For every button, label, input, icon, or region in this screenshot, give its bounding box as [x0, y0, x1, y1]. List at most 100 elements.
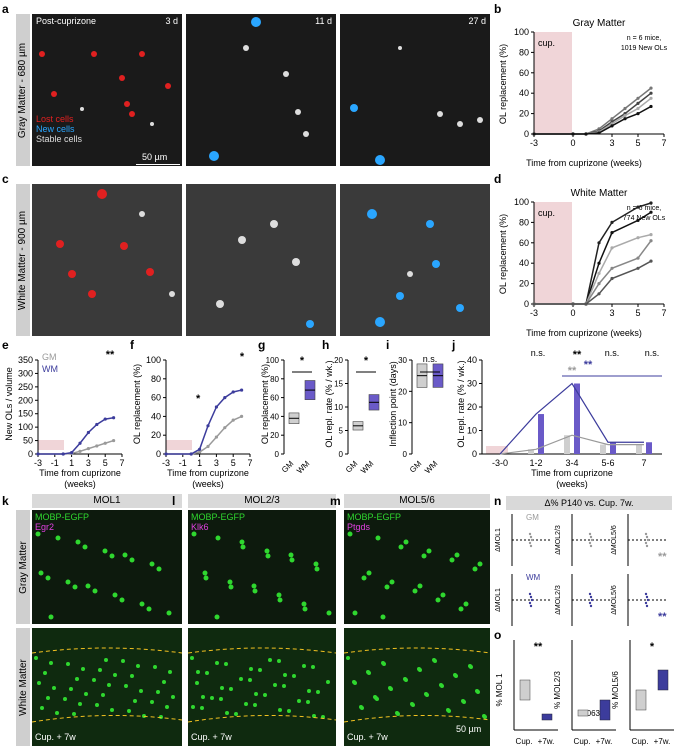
gfp-cell-wm	[359, 705, 363, 709]
chart-o-box-cup	[635, 689, 647, 711]
plot-e-xtick-label: 7	[119, 458, 124, 468]
gfp-cell	[289, 557, 295, 563]
chart-d-xlabel: Time from cuprizone (weeks)	[526, 328, 642, 338]
gfp-cell-wm	[432, 658, 436, 662]
gfp-cell-wm	[297, 699, 301, 703]
chart-n-sig-wm: **	[658, 611, 667, 623]
chart-j-ytick-label: 40	[467, 355, 477, 365]
plot-f-point	[189, 452, 193, 456]
gfp-cell-wm	[121, 659, 125, 663]
gfp-cell-wm	[410, 702, 414, 706]
gfp-cell-wm	[249, 667, 253, 671]
gfp-cell-wm	[373, 695, 377, 699]
plot-d-point	[597, 261, 601, 265]
chart-e-sig: **	[106, 349, 115, 361]
scalebar-label-klm: 50 µm	[456, 724, 482, 734]
gfp-cell-wm	[225, 711, 229, 715]
chart-i-ylabel: Inflection point (days)	[388, 361, 398, 447]
plot-f-point	[214, 405, 218, 409]
plot-b-point	[649, 86, 653, 90]
gfp-cell-wm	[268, 658, 272, 662]
plot-g-ytick-label: 60	[270, 394, 279, 403]
gfp-cell-wm	[124, 684, 128, 688]
chart-j-ytick-label: 0	[472, 449, 477, 459]
chart-j-series-line	[499, 434, 644, 455]
chart-j-cat-label: 7	[641, 458, 646, 468]
plot-f-point	[240, 414, 244, 418]
chart-n-point	[588, 601, 592, 605]
gfp-cell-wm	[107, 683, 111, 687]
cells-a2	[209, 17, 309, 161]
marker-k1: MOBP-EGFP	[35, 512, 90, 522]
plot-d-point	[610, 276, 614, 281]
gfp-cell	[314, 566, 320, 572]
chart-e-ylabel: New OLs / volume	[4, 367, 14, 441]
scalebar-label-a: 50 µm	[142, 152, 168, 162]
side-label-wm-text: White Matter - 900 µm	[17, 210, 29, 310]
gfp-cell	[146, 606, 152, 612]
plot-i-ytick-label: 0	[403, 450, 408, 459]
plot-b-xtick-label: 3	[609, 138, 614, 148]
gfp-cell	[48, 614, 54, 620]
gfp-cell-wm	[43, 671, 47, 675]
gfp-cell	[458, 606, 464, 612]
gfp-cell	[149, 561, 155, 567]
chart-n-point	[528, 592, 532, 596]
plot-e-point	[61, 452, 65, 456]
chart-j-xlabel2: (weeks)	[556, 479, 588, 489]
plot-b-point	[623, 114, 627, 118]
chart-e: New OLs / volume Time from cuprizone (we…	[4, 349, 125, 489]
gfp-cell	[215, 535, 221, 541]
chart-j-ytick-label: 20	[467, 402, 477, 412]
gfp-cell-wm	[366, 670, 370, 674]
plot-g-ytick-label: 80	[270, 375, 279, 384]
plot-e-point	[95, 422, 99, 427]
panel-label-g: g	[258, 338, 266, 352]
chart-j-ylabel: OL repl. rate (% / wk.)	[456, 360, 466, 447]
header-mol1: MOL1	[32, 494, 182, 508]
gfp-cell-wm	[244, 702, 248, 706]
plot-b-point	[532, 132, 536, 136]
plot-f-point	[231, 418, 235, 422]
gfp-cell-wm	[253, 703, 257, 707]
plot-f-point	[206, 424, 210, 428]
plot-d-point	[571, 302, 575, 306]
plot-e-ytick-label: 50	[23, 436, 33, 446]
chart-n-y2b: ΔMOL2/3	[555, 585, 562, 615]
chart-n-point	[529, 535, 533, 539]
plot-f-ytick-label: 60	[151, 393, 161, 403]
side-label-k-gm-text: Gray Matter	[17, 540, 29, 594]
side-label-wm: White Matter - 900 µm	[16, 184, 30, 336]
micrograph-l-gm: MOBP-EGFP Klk6	[188, 510, 336, 624]
plot-d-point	[636, 218, 640, 222]
gfp-cell	[102, 548, 108, 554]
plot-g-ytick-label: 0	[275, 450, 280, 459]
chart-o-x3a: Cup.	[632, 737, 649, 746]
gfp-cell-wm	[66, 662, 70, 666]
chart-n-point	[528, 601, 532, 605]
plot-g-ytick-label: 40	[270, 412, 279, 421]
gfp-cell	[112, 592, 118, 598]
chart-i: Inflection point (days) n.s. 0 10 20 30 GM WM	[388, 354, 444, 475]
gfp-cell-wm	[403, 677, 407, 681]
chart-j-sig-gm: **	[568, 365, 577, 377]
plot-e-point	[86, 430, 90, 435]
plot-h-ytick-label: 0	[339, 450, 344, 459]
plot-e-xtick-label: 5	[103, 458, 108, 468]
gfp-cell-wm	[287, 709, 291, 713]
chart-j-cat-label: 5-6	[601, 458, 614, 468]
plot-d-point	[597, 282, 601, 286]
gfp-cell	[239, 539, 245, 545]
chart-j-bar	[636, 444, 642, 454]
plot-f-xtick-label: -3	[162, 458, 170, 468]
gfp-cell-wm	[224, 662, 228, 666]
gfp-cell	[276, 592, 282, 598]
micrograph-c-27d	[340, 184, 490, 336]
chart-j-ns1: n.s.	[531, 348, 546, 358]
plot-d-xtick-label: 5	[635, 308, 640, 318]
plot-e-point	[95, 444, 99, 448]
gfp-cell	[347, 531, 353, 537]
plot-d-point	[636, 256, 640, 260]
plot-e-ytick-label: 150	[18, 409, 33, 419]
plot-f-xtick-label: 3	[214, 458, 219, 468]
